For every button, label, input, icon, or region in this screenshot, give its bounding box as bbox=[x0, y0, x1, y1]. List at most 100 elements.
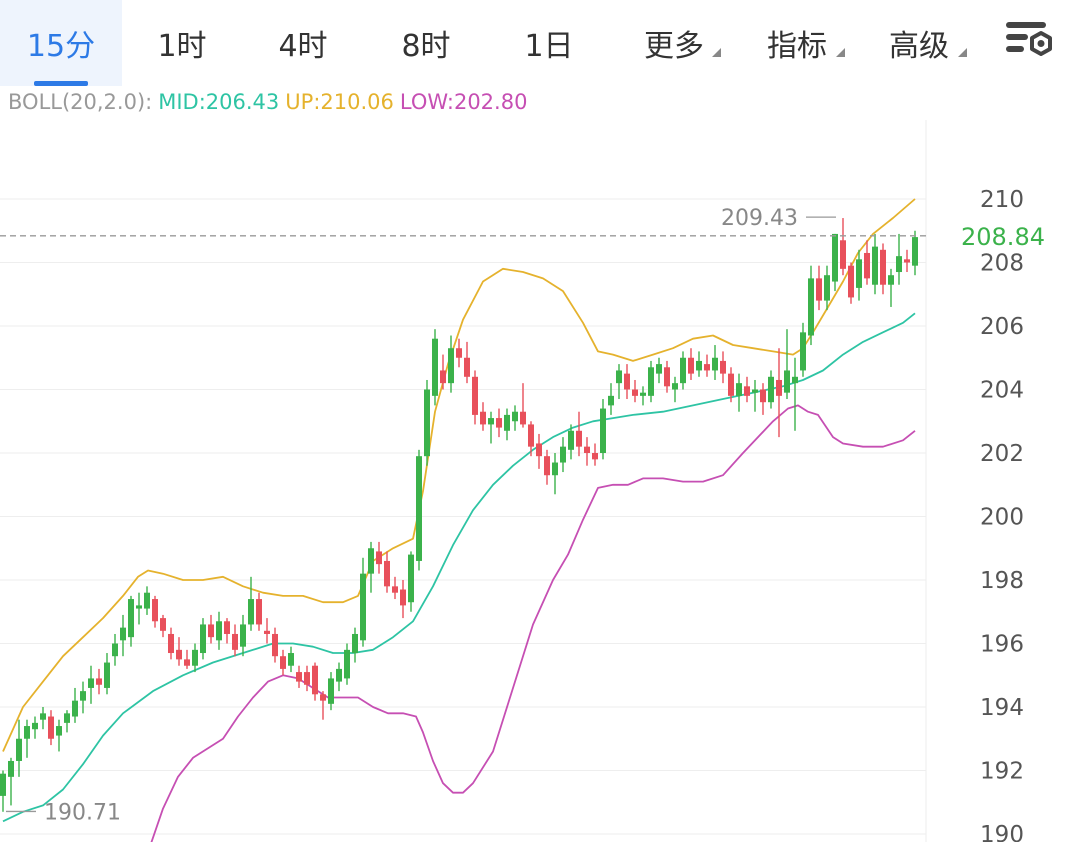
candle bbox=[448, 335, 454, 393]
candle bbox=[896, 233, 902, 285]
candle-body bbox=[192, 649, 198, 666]
boll-indicator-name: BOLL(20,2.0): bbox=[8, 90, 153, 114]
candle-body bbox=[112, 643, 118, 657]
candle bbox=[496, 408, 502, 438]
candle bbox=[152, 595, 158, 628]
candle-body bbox=[736, 383, 742, 396]
boll-up-value: UP:210.06 bbox=[285, 90, 394, 114]
candle-body bbox=[56, 726, 62, 736]
candle-body bbox=[240, 624, 246, 647]
candle-body bbox=[552, 462, 558, 476]
candle bbox=[264, 618, 270, 644]
chart-settings-icon[interactable] bbox=[1000, 18, 1060, 64]
candle bbox=[480, 402, 486, 431]
candle bbox=[784, 329, 790, 400]
candle-body bbox=[456, 348, 462, 358]
candle-body bbox=[776, 379, 782, 396]
candle-body bbox=[752, 389, 758, 393]
candle-body bbox=[208, 624, 214, 638]
candle bbox=[392, 576, 398, 600]
candle bbox=[560, 437, 566, 473]
y-tick-label: 192 bbox=[980, 759, 1024, 785]
candle bbox=[184, 649, 190, 669]
tab-15min[interactable]: 15分 bbox=[0, 0, 122, 86]
candle bbox=[232, 624, 238, 657]
tab-4h[interactable]: 4时 bbox=[242, 0, 364, 86]
candle bbox=[88, 665, 94, 704]
candle-body bbox=[136, 605, 142, 609]
candle-body bbox=[848, 265, 854, 298]
candle bbox=[144, 586, 150, 615]
tab-advanced[interactable]: 高级 bbox=[858, 0, 980, 86]
tab-indicators[interactable]: 指标 bbox=[736, 0, 858, 86]
candle bbox=[120, 614, 126, 657]
candle bbox=[712, 345, 718, 380]
tab-8h[interactable]: 8时 bbox=[364, 0, 488, 86]
candle-body bbox=[400, 589, 406, 606]
tab-label: 高级 bbox=[889, 29, 949, 64]
candle bbox=[600, 399, 606, 460]
candle bbox=[24, 719, 30, 758]
candle-body bbox=[496, 418, 502, 428]
candle-body bbox=[352, 633, 358, 654]
candle-body bbox=[232, 633, 238, 650]
candle-body bbox=[856, 259, 862, 288]
candle bbox=[192, 643, 198, 673]
candle-body bbox=[176, 649, 182, 660]
candle bbox=[376, 541, 382, 574]
candle-body bbox=[520, 411, 526, 425]
candle bbox=[760, 383, 766, 415]
candle bbox=[248, 576, 254, 631]
candle-body bbox=[432, 338, 438, 396]
candle bbox=[704, 354, 710, 377]
candle bbox=[168, 627, 174, 660]
candle bbox=[672, 376, 678, 403]
candle-body bbox=[488, 418, 494, 425]
candle bbox=[656, 357, 662, 384]
y-tick-label: 196 bbox=[980, 632, 1024, 658]
candle bbox=[888, 268, 894, 307]
candle-body bbox=[160, 618, 166, 631]
candle-body bbox=[896, 256, 902, 273]
boll-mid-value: MID:206.43 bbox=[158, 90, 280, 114]
candle-body bbox=[40, 713, 46, 720]
candle bbox=[16, 719, 22, 777]
tab-1d[interactable]: 1日 bbox=[488, 0, 610, 86]
candle bbox=[848, 262, 854, 304]
candle bbox=[856, 249, 862, 301]
candle bbox=[64, 710, 70, 733]
candle-body bbox=[224, 621, 230, 634]
y-tick-label: 210 bbox=[980, 187, 1024, 213]
candle-body bbox=[880, 249, 886, 285]
candle-body bbox=[664, 367, 670, 387]
candle bbox=[648, 360, 654, 403]
candle-body bbox=[608, 395, 614, 406]
candle-body bbox=[768, 376, 774, 403]
candle bbox=[744, 376, 750, 403]
candle bbox=[272, 627, 278, 663]
candle bbox=[688, 348, 694, 380]
candlestick-chart[interactable]: 190 192 194 196 198 200 202 204 206 208 210 208.84 2… bbox=[0, 120, 1080, 842]
candle-body bbox=[512, 411, 518, 422]
candle-body bbox=[592, 453, 598, 460]
tab-1h[interactable]: 1时 bbox=[122, 0, 242, 86]
candle-body bbox=[48, 716, 54, 739]
candle bbox=[776, 348, 782, 438]
candle-body bbox=[328, 678, 334, 704]
candle-body bbox=[680, 357, 686, 384]
boll-up-band bbox=[2, 198, 916, 752]
candle bbox=[544, 449, 550, 485]
candle-body bbox=[808, 278, 814, 336]
candle bbox=[240, 614, 246, 657]
candle bbox=[200, 618, 206, 660]
candle-body bbox=[616, 370, 622, 384]
last-price-label: 208.84 bbox=[961, 223, 1045, 251]
candle-body bbox=[96, 678, 102, 685]
candle-body bbox=[448, 348, 454, 384]
tab-more[interactable]: 更多 bbox=[612, 0, 736, 86]
candle bbox=[80, 681, 86, 714]
candle bbox=[32, 716, 38, 739]
tab-label: 更多 bbox=[644, 29, 704, 64]
candle-body bbox=[128, 599, 134, 638]
candle-body bbox=[152, 599, 158, 622]
